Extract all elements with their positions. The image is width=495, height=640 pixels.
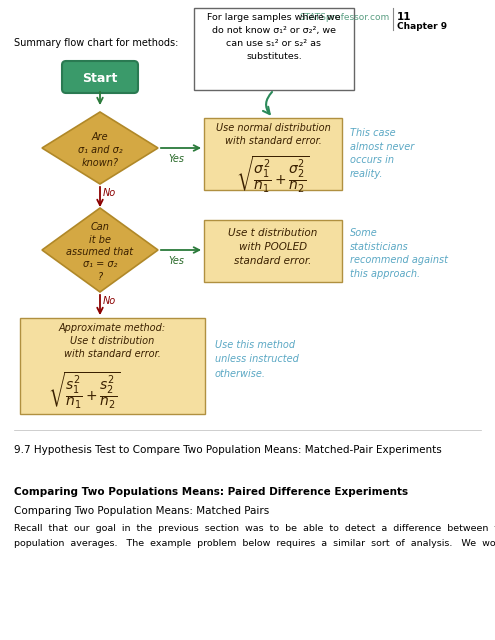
- Text: Chapter 9: Chapter 9: [397, 22, 447, 31]
- FancyBboxPatch shape: [62, 61, 138, 93]
- Text: Approximate method:
Use t distribution
with standard error.: Approximate method: Use t distribution w…: [59, 323, 166, 360]
- FancyBboxPatch shape: [194, 8, 354, 90]
- Text: Some
statisticians
recommend against
this approach.: Some statisticians recommend against thi…: [350, 228, 448, 279]
- Polygon shape: [42, 208, 158, 292]
- FancyBboxPatch shape: [204, 220, 342, 282]
- FancyBboxPatch shape: [204, 118, 342, 190]
- Text: Comparing Two Populations Means: Paired Difference Experiments: Comparing Two Populations Means: Paired …: [14, 487, 408, 497]
- Text: Yes: Yes: [168, 256, 184, 266]
- Text: No: No: [103, 296, 116, 306]
- FancyArrowPatch shape: [263, 92, 272, 114]
- Text: No: No: [103, 188, 116, 198]
- Text: $\sqrt{\dfrac{s_1^2}{n_1}+\dfrac{s_2^2}{n_2}}$: $\sqrt{\dfrac{s_1^2}{n_1}+\dfrac{s_2^2}{…: [48, 370, 121, 411]
- Text: population  averages.   The  example  problem  below  requires  a  similar  sort: population averages. The example problem…: [14, 539, 495, 548]
- Text: For large samples where we
do not know σ₁² or σ₂², we
can use s₁² or s₂² as
subs: For large samples where we do not know σ…: [207, 13, 341, 61]
- Text: Use t distribution
with POOLED
standard error.: Use t distribution with POOLED standard …: [228, 228, 318, 266]
- Text: Use this method
unless instructed
otherwise.: Use this method unless instructed otherw…: [215, 340, 299, 379]
- Text: Summary flow chart for methods:: Summary flow chart for methods:: [14, 38, 178, 48]
- Text: $\sqrt{\dfrac{\sigma_1^2}{n_1}+\dfrac{\sigma_2^2}{n_2}}$: $\sqrt{\dfrac{\sigma_1^2}{n_1}+\dfrac{\s…: [236, 154, 310, 195]
- Text: Start: Start: [82, 72, 118, 84]
- Text: 9.7 Hypothesis Test to Compare Two Population Means: Matched-Pair Experiments: 9.7 Hypothesis Test to Compare Two Popul…: [14, 445, 442, 455]
- Text: Comparing Two Population Means: Matched Pairs: Comparing Two Population Means: Matched …: [14, 506, 269, 516]
- Text: Yes: Yes: [168, 154, 184, 164]
- Text: Recall  that  our  goal  in  the  previous  section  was  to  be  able  to  dete: Recall that our goal in the previous sec…: [14, 524, 495, 533]
- Text: 11: 11: [397, 12, 411, 22]
- FancyBboxPatch shape: [20, 318, 205, 414]
- Text: Use normal distribution
with standard error.: Use normal distribution with standard er…: [216, 123, 330, 146]
- Text: Can
it be
assumed that
σ₁ = σ₂
?: Can it be assumed that σ₁ = σ₂ ?: [66, 222, 134, 282]
- Text: Are
σ₁ and σ₂
known?: Are σ₁ and σ₂ known?: [78, 132, 122, 168]
- Text: STATSprofessor.com: STATSprofessor.com: [300, 13, 390, 22]
- Text: This case
almost never
occurs in
reality.: This case almost never occurs in reality…: [350, 128, 414, 179]
- Polygon shape: [42, 112, 158, 184]
